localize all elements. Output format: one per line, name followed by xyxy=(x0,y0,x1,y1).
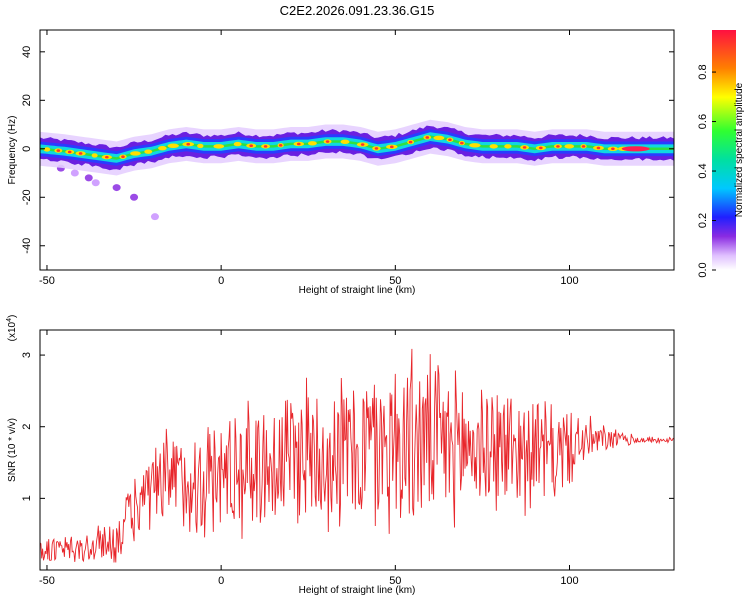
snr-multiplier-exponent: 4 xyxy=(6,318,13,322)
spectrogram-peak-hot xyxy=(596,146,601,150)
snr-x-tick-label: -50 xyxy=(39,575,55,587)
snr-series-line xyxy=(40,348,674,563)
snr-multiplier: (x104) xyxy=(6,315,18,342)
snr-y-tick-label: 1 xyxy=(21,495,33,501)
spectrogram-panel: -50 0 50 100 -40 -20 0 20 40 Height of straight… xyxy=(7,29,675,296)
snr-x-tick-label: 0 xyxy=(218,575,224,587)
spectrogram-peak xyxy=(233,141,242,147)
spectrogram-x-ticks: -50 0 50 100 xyxy=(39,30,579,287)
spectrogram-peak-hot xyxy=(56,149,61,152)
spectrogram-peak-hot xyxy=(360,143,365,146)
snr-frame xyxy=(39,329,675,571)
spectrogram-x-tick-label: -50 xyxy=(39,275,55,287)
spectrogram-y-tick-label: 20 xyxy=(21,94,33,106)
spectrogram-peak xyxy=(433,135,445,141)
colorbar-tick-label: 0.4 xyxy=(697,163,709,178)
colorbar: 0.0 0.2 0.4 0.6 0.8 Normalized spectral ampl… xyxy=(697,30,745,278)
spectrogram-y-ticks: -40 -20 0 20 40 xyxy=(21,46,674,254)
snr-panel: -50 0 50 100 1 2 3 Height of straight line (k… xyxy=(6,315,675,596)
spectrogram-blob xyxy=(112,184,121,192)
spectrogram-peak-hot xyxy=(425,136,430,139)
spectrogram-marks xyxy=(40,119,674,221)
spectrogram-peak-hot xyxy=(581,145,586,148)
spectrogram-band-cyan xyxy=(40,132,674,163)
spectrogram-peak-hot xyxy=(263,145,268,148)
chart-title: C2E2.2026.091.23.36.G15 xyxy=(280,3,435,18)
spectrogram-x-tick-label: 50 xyxy=(389,275,401,287)
spectrogram-y-tick-label: -40 xyxy=(21,238,33,254)
snr-marks xyxy=(40,348,674,563)
colorbar-tick-label: 0.2 xyxy=(697,213,709,228)
snr-x-tick-label: 50 xyxy=(389,575,401,587)
spectrogram-peak-hot xyxy=(67,150,72,154)
spectrogram-peak-hot xyxy=(556,145,560,148)
colorbar-tick-label: 0.6 xyxy=(697,114,709,129)
snr-x-tick-label: 100 xyxy=(560,575,578,587)
spectrogram-peak xyxy=(489,144,498,149)
colorbar-ticks: 0.0 0.2 0.4 0.6 0.8 xyxy=(697,64,716,278)
svg-text:(x104): (x104) xyxy=(6,315,18,342)
colorbar-label: Normalized spectral amplitude xyxy=(734,82,745,217)
spectrogram-peak xyxy=(307,141,317,146)
spectrogram-x-tick-label: 100 xyxy=(560,275,578,287)
spectrogram-peak-hot xyxy=(249,144,253,147)
spectrogram-peak xyxy=(144,149,153,154)
spectrogram-peak xyxy=(91,153,98,158)
spectrogram-x-tick-label: 0 xyxy=(218,275,224,287)
spectrogram-peak-hot xyxy=(460,141,464,145)
snr-y-tick-label: 3 xyxy=(21,352,33,358)
spectrogram-y-label: Frequency (Hz) xyxy=(7,116,18,185)
snr-multiplier-base: (x10 xyxy=(7,321,18,341)
spectrogram-peak xyxy=(213,144,225,149)
snr-x-label: Height of straight line (km) xyxy=(299,585,416,596)
spectrogram-peak xyxy=(564,144,575,149)
spectrogram-peak-hot xyxy=(374,147,379,150)
spectrogram-peak xyxy=(158,145,167,151)
spectrogram-x-label: Height of straight line (km) xyxy=(299,285,416,296)
spectrogram-blob xyxy=(150,213,159,221)
spectrogram-blob xyxy=(91,179,100,187)
spectrogram-peak-hot xyxy=(325,140,330,143)
snr-multiplier-close: ) xyxy=(7,315,18,318)
spectrogram-peak-hot xyxy=(408,140,413,144)
spectrogram-peak-hot xyxy=(539,146,543,150)
snr-y-ticks: 1 2 3 xyxy=(21,352,674,501)
spectrogram-peak-hot xyxy=(78,152,83,155)
spectrogram-peak xyxy=(469,143,481,148)
spectrogram-peak-hot xyxy=(448,138,452,142)
spectrogram-y-tick-label: 0 xyxy=(21,146,33,152)
snr-y-tick-label: 2 xyxy=(21,424,33,430)
colorbar-tick-label: 0.8 xyxy=(697,64,709,79)
spectrogram-y-tick-label: -20 xyxy=(21,189,33,205)
colorbar-gradient xyxy=(712,30,736,270)
spectrogram-peak xyxy=(504,144,512,149)
spectrogram-peak-hot xyxy=(278,144,283,147)
spectrogram-frame xyxy=(39,29,675,271)
spectrogram-peak-hot xyxy=(522,146,527,149)
spectrogram-peak xyxy=(43,147,51,152)
spectrogram-peak xyxy=(167,143,179,148)
spectrogram-peak-hot xyxy=(296,142,301,146)
spectrogram-peak-hot xyxy=(105,155,109,159)
snr-y-label: SNR (10 * v/v) xyxy=(7,418,18,482)
spectrogram-tail xyxy=(621,146,650,152)
spectrogram-peak-hot xyxy=(186,142,191,146)
spectrogram-blob xyxy=(70,169,79,177)
spectrogram-peak xyxy=(197,143,204,149)
spectrogram-y-tick-label: 40 xyxy=(21,46,33,58)
spectrogram-blob xyxy=(130,193,139,201)
spectrogram-peak-hot xyxy=(121,155,125,159)
colorbar-tick-label: 0.0 xyxy=(697,262,709,277)
snr-x-ticks: -50 0 50 100 xyxy=(39,330,579,587)
spectrogram-peak-hot xyxy=(611,147,615,151)
spectrogram-peak xyxy=(340,139,350,144)
spectrogram-peak-hot xyxy=(389,145,394,149)
spectrogram-peak xyxy=(130,151,141,156)
spectrogram-blob xyxy=(84,174,93,182)
